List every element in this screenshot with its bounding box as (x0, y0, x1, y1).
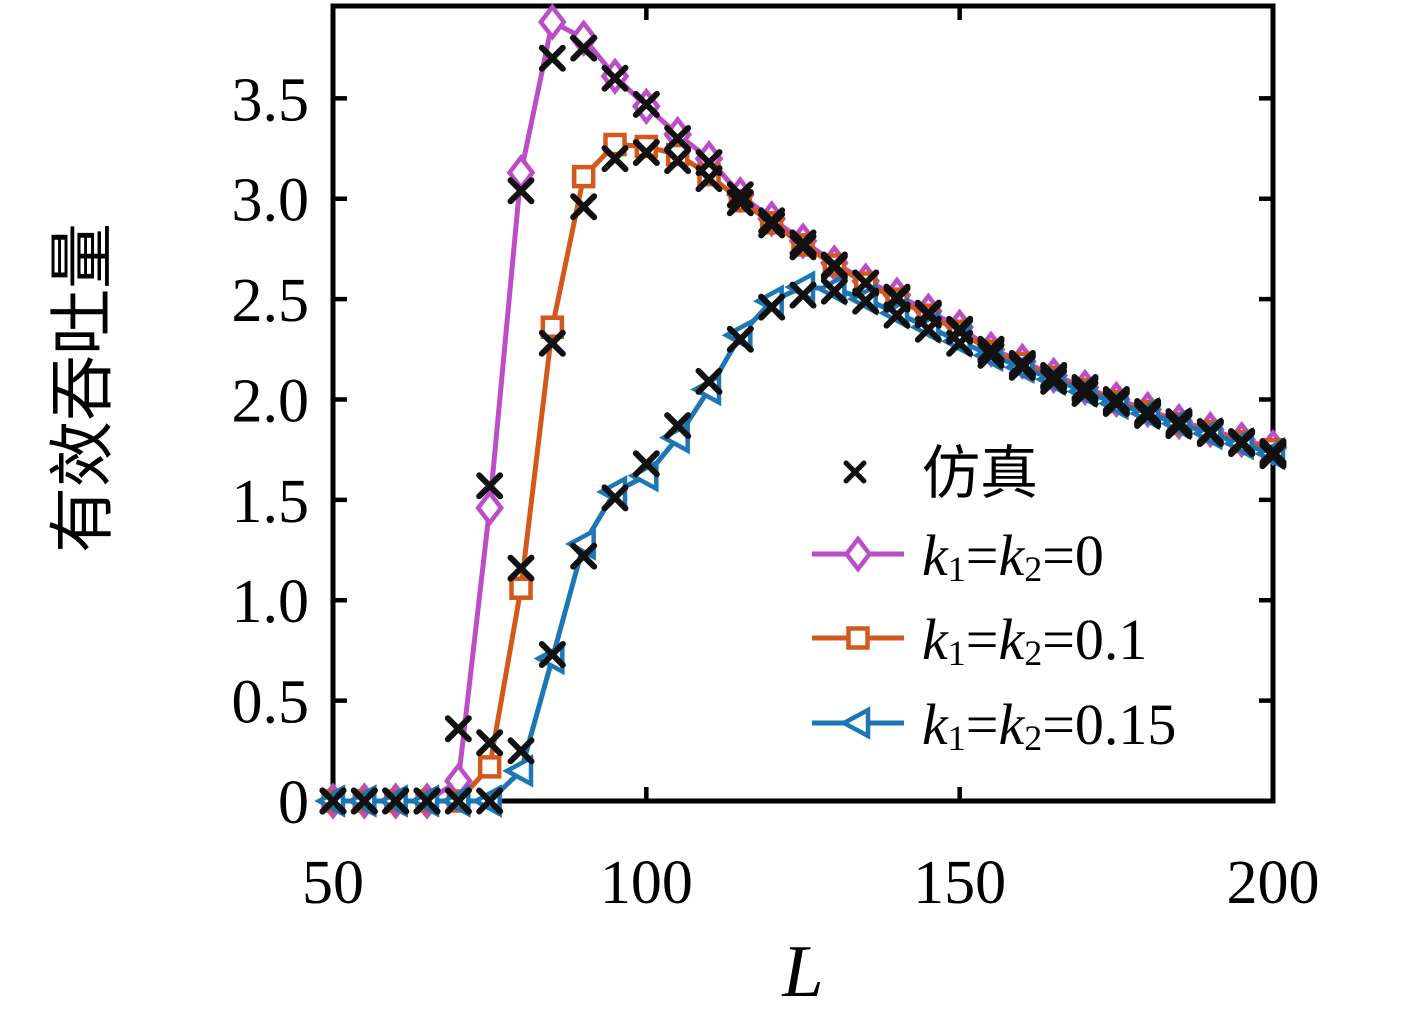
diamond-marker (475, 489, 505, 527)
cross-marker (601, 64, 629, 92)
y-tick-label: 0 (278, 769, 309, 837)
cross-marker (789, 233, 817, 261)
x-tick-label: 50 (302, 849, 364, 917)
cross-marker (632, 450, 660, 478)
diamond-marker (843, 535, 873, 573)
y-tick-label: 3.5 (232, 66, 310, 134)
square-marker (603, 132, 627, 157)
cross-marker (382, 787, 410, 815)
x-axis-label: L (781, 931, 823, 1013)
cross-marker (1008, 353, 1036, 381)
y-tick-label: 2.5 (232, 267, 310, 335)
cross-marker (758, 211, 786, 239)
cross-marker (601, 484, 629, 512)
legend-item-2: k1=k2=0.1 (812, 607, 1147, 673)
cross-marker (789, 281, 817, 309)
cross-marker (570, 34, 598, 62)
cross-marker (1228, 430, 1256, 458)
cross-marker (726, 181, 754, 209)
cross-marker (883, 301, 911, 329)
cross-marker (538, 640, 566, 668)
x-tick-label: 150 (913, 849, 1006, 917)
legend-item-1: k1=k2=0 (812, 523, 1104, 589)
cross-marker (507, 554, 535, 582)
y-tick-label: 2.0 (232, 367, 310, 435)
cross-marker (444, 787, 472, 815)
cross-marker (664, 412, 692, 440)
legend-label: k1=k2=0 (922, 523, 1104, 589)
cross-marker (413, 787, 441, 815)
cross-marker (476, 472, 504, 500)
cross-marker (1071, 379, 1099, 407)
cross-marker (914, 315, 942, 343)
cross-marker (695, 367, 723, 395)
cross-marker (820, 253, 848, 281)
cross-marker (1040, 367, 1068, 395)
cross-marker (664, 147, 692, 175)
y-axis-label: 有效吞吐量 (47, 223, 120, 553)
x-tick-label: 200 (1227, 849, 1320, 917)
cross-marker (444, 715, 472, 743)
cross-marker (1134, 402, 1162, 430)
cross-marker (852, 287, 880, 315)
cross-marker (664, 125, 692, 152)
y-tick-label: 1.0 (232, 568, 310, 636)
cross-marker (695, 165, 723, 193)
cross-marker (632, 90, 660, 118)
x-tick-label: 100 (600, 849, 693, 917)
square-marker (571, 164, 596, 189)
square-marker (477, 755, 502, 779)
legend-label: k1=k2=0.1 (922, 607, 1147, 673)
cross-marker (507, 737, 535, 765)
cross-marker (726, 325, 754, 353)
cross-marker (1165, 412, 1193, 440)
legend-item-0: 仿真 (843, 441, 1038, 506)
cross-marker (476, 787, 504, 815)
cross-marker (601, 145, 629, 173)
square-marker (846, 626, 870, 650)
cross-marker (977, 341, 1005, 369)
cross-marker (1259, 442, 1287, 470)
triangle-left-marker (839, 706, 871, 740)
cross-marker (350, 787, 378, 815)
cross-marker (946, 329, 974, 357)
legend-item-3: k1=k2=0.15 (812, 692, 1176, 758)
cross-marker (538, 44, 566, 72)
cross-marker (1196, 420, 1224, 448)
cross-marker (570, 542, 598, 570)
cross-marker (507, 177, 535, 205)
diamond-marker (537, 3, 567, 41)
cross-marker (632, 139, 660, 167)
cross-marker (1102, 390, 1130, 417)
cross-marker (538, 329, 566, 357)
cross-marker (476, 729, 504, 757)
y-tick-label: 3.0 (232, 167, 310, 235)
legend-label: k1=k2=0.15 (922, 692, 1176, 758)
cross-marker (758, 293, 786, 321)
cross-marker (726, 189, 754, 217)
plot-border (330, 3, 1276, 804)
simulation-set-2 (319, 277, 1287, 815)
cross-marker (843, 460, 867, 484)
y-tick-label: 0.5 (232, 669, 310, 737)
cross-marker (570, 193, 598, 221)
square-marker (509, 576, 533, 600)
cross-marker (319, 787, 347, 815)
y-tick-label: 1.5 (232, 468, 310, 536)
cross-marker (820, 277, 848, 305)
legend-label: 仿真 (922, 441, 1038, 506)
square-marker (540, 315, 565, 339)
triangle-left-marker (502, 754, 534, 788)
